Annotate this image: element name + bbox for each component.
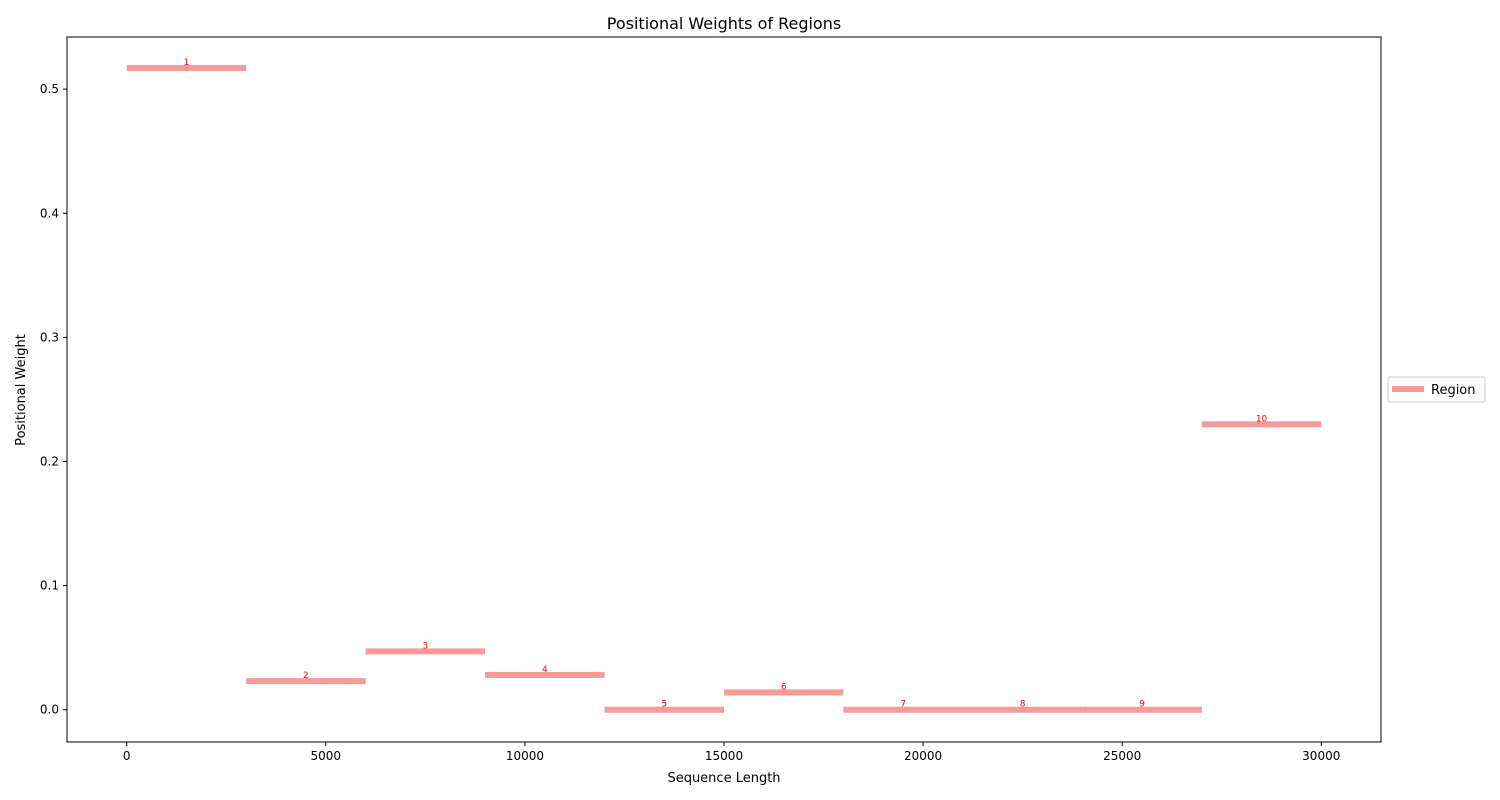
y-tick-label: 0.4	[40, 206, 59, 220]
x-tick-label: 10000	[506, 749, 544, 763]
region-label-10: 10	[1256, 414, 1268, 424]
y-tick-label: 0.5	[40, 82, 59, 96]
x-axis-title: Sequence Length	[667, 771, 780, 786]
region-label-2: 2	[303, 671, 309, 681]
legend-label: Region	[1431, 383, 1476, 398]
region-label-1: 1	[184, 58, 190, 68]
y-tick-label: 0.0	[40, 703, 59, 717]
plot-area	[66, 36, 1382, 743]
y-tick-label: 0.1	[40, 579, 59, 593]
legend-frame	[1387, 376, 1486, 403]
y-axis-title: Positional Weight	[14, 334, 29, 446]
region-label-8: 8	[1020, 700, 1026, 710]
region-label-9: 9	[1139, 700, 1145, 710]
chart-title: Positional Weights of Regions	[607, 14, 841, 33]
region-label-3: 3	[422, 641, 428, 651]
x-tick-label: 5000	[311, 749, 342, 763]
x-axis: 0 5000 10000 15000 20000 25000 30000	[123, 742, 1340, 763]
region-label-4: 4	[542, 665, 548, 675]
region-label-5: 5	[661, 700, 667, 710]
legend: Region	[1387, 376, 1486, 403]
x-tick-label: 20000	[904, 749, 942, 763]
x-tick-label: 15000	[705, 749, 743, 763]
x-tick-label: 30000	[1302, 749, 1340, 763]
region-label-7: 7	[900, 700, 906, 710]
x-tick-label: 0	[123, 749, 131, 763]
x-tick-label: 25000	[1103, 749, 1141, 763]
region-series: 1 2 3 4 5 6 7 8 9 10	[126, 58, 1322, 713]
y-tick-label: 0.2	[40, 454, 59, 468]
y-axis: 0.0 0.1 0.2 0.3 0.4 0.5	[40, 82, 67, 717]
y-tick-label: 0.3	[40, 330, 59, 344]
region-label-6: 6	[781, 682, 787, 692]
